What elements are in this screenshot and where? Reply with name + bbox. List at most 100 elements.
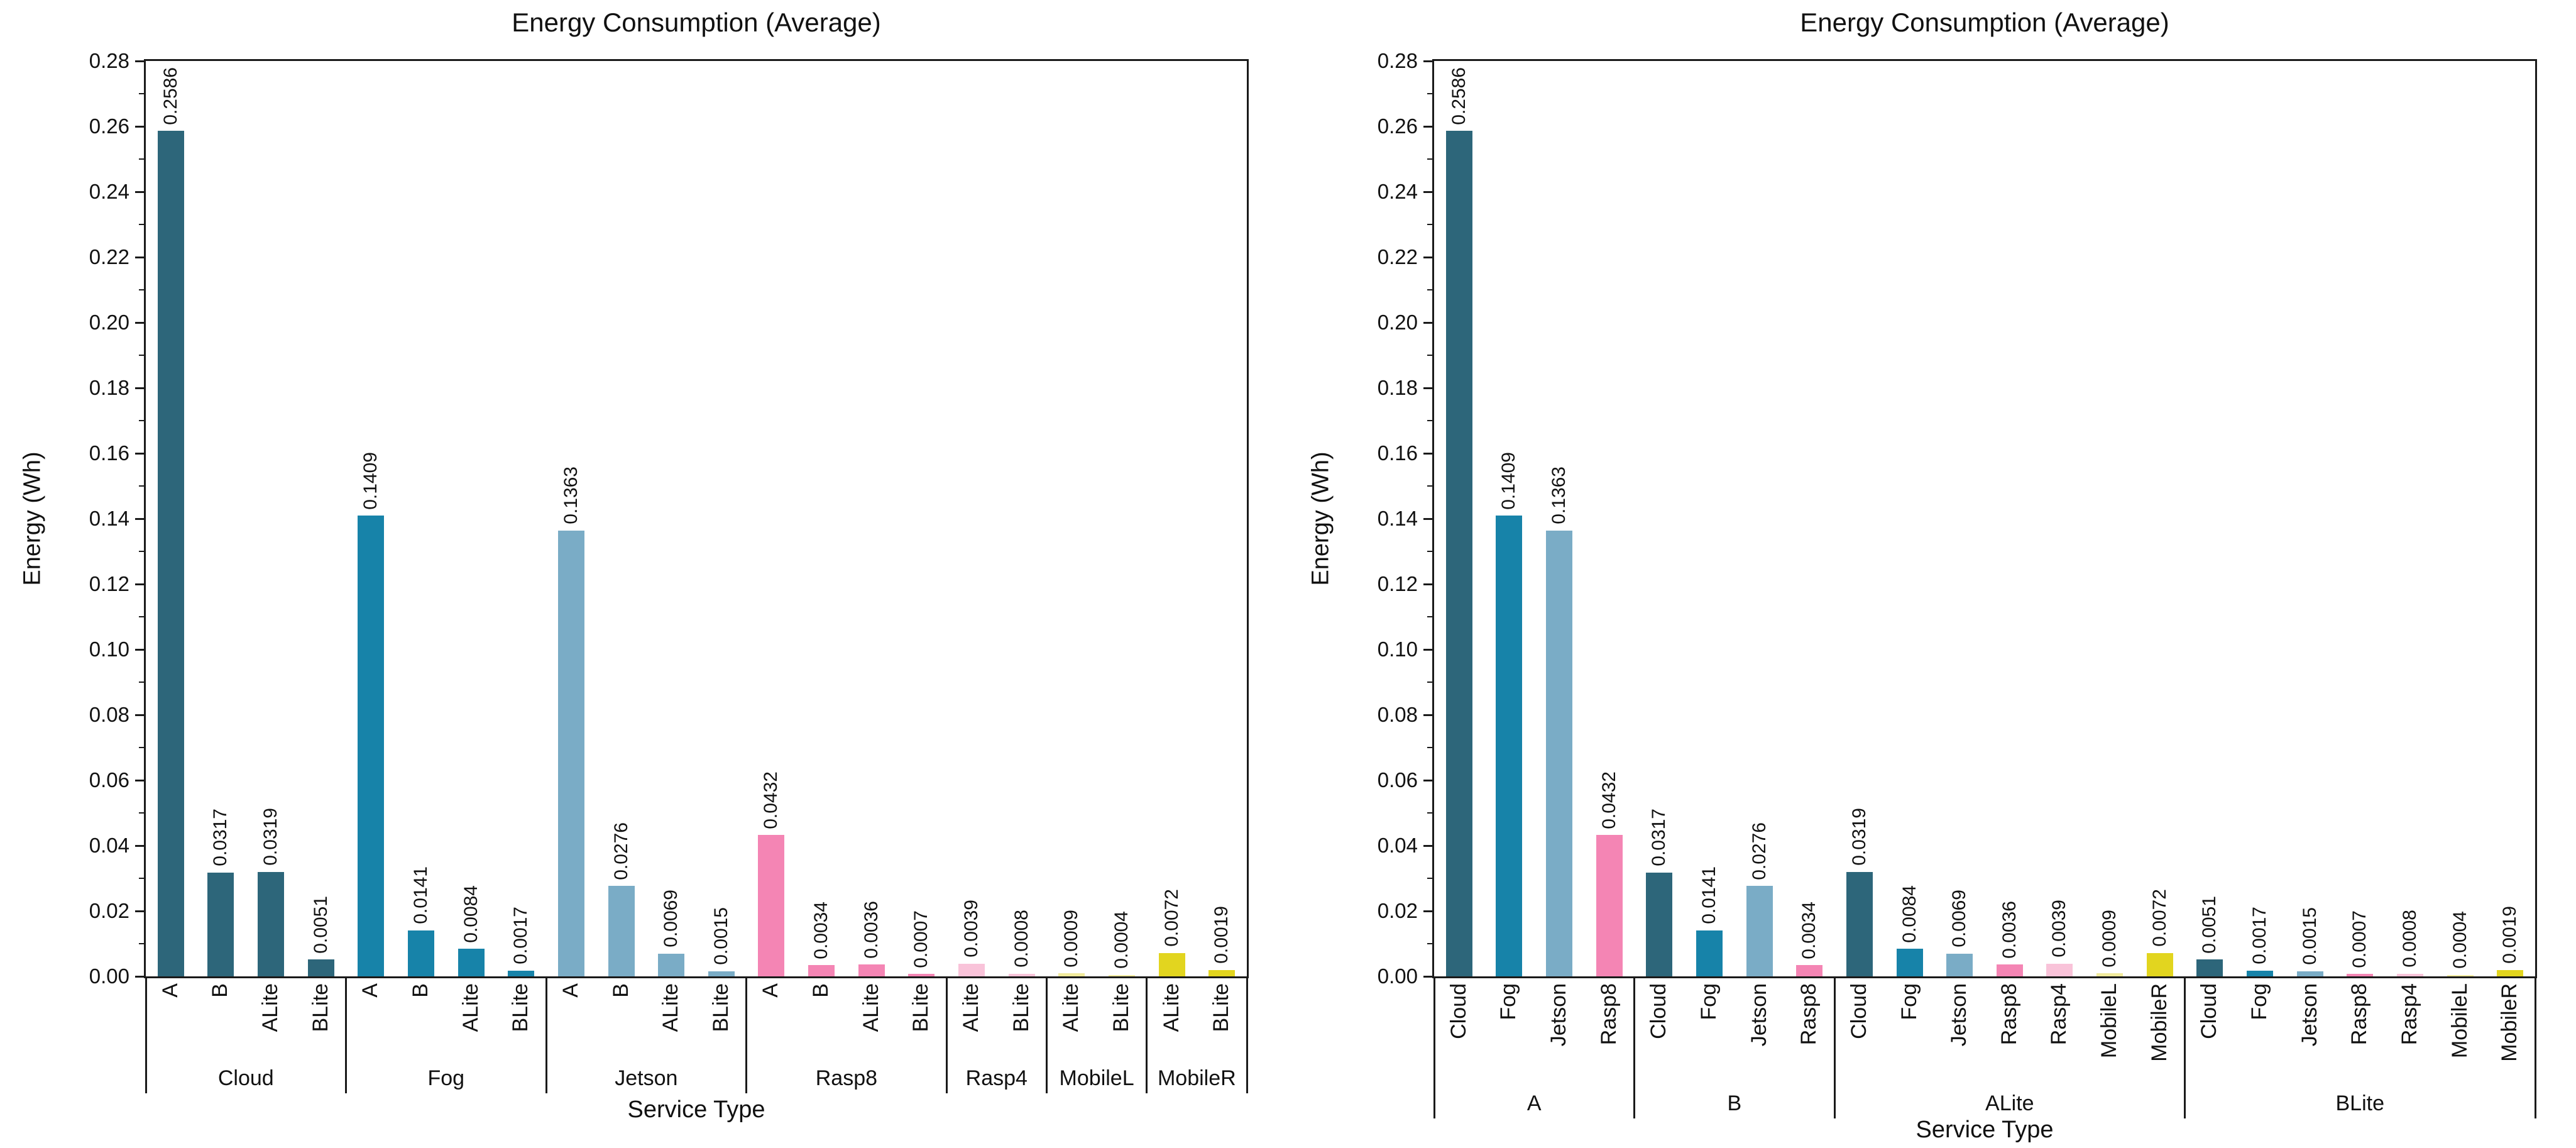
bar-value-label: 0.0319 [1848,808,1870,866]
x-tick-slot: BLite [897,978,947,1063]
x-tick-label: A [759,983,783,998]
x-tick-label: B [208,983,233,998]
x-tick-label: Rasp8 [1997,983,2021,1046]
x-label-group-MobileR: ALite BLite [1147,978,1247,1063]
x-tick-label: A [559,983,583,998]
bar-group-MobileR: 0.0072 0.0019 [1147,61,1247,976]
y-tick-mark [1423,60,1432,62]
x-tick-label: Fog [2247,983,2272,1020]
x-tick-slot: Rasp4 [2035,978,2085,1088]
bar-value-label: 0.0004 [1110,911,1132,969]
bar-value-label: 0.0069 [660,890,681,948]
x-label-group-BLite: Cloud Fog Jetson Rasp8 Rasp4 MobileL MobileR [2185,978,2535,1088]
bar-Jetson-ALite [658,954,685,976]
y-tick-mark [1423,125,1432,128]
bar-Rasp4-BLite [1008,973,1035,976]
x-tick-slot: MobileL [2085,978,2135,1088]
y-axis-label: Energy (Wh) [19,451,46,586]
x-tick-label: Rasp4 [2398,983,2422,1046]
bar-value-label: 0.1409 [1498,451,1520,510]
y-tick-mark [135,583,144,585]
bar-slot: 0.0017 [2235,61,2285,976]
y-minor-tick-mark [1427,485,1432,487]
x-tick-label: Rasp8 [1596,983,1621,1046]
y-tick-label: 0.16 [89,441,129,465]
x-tick-slot: B [596,978,647,1063]
bar-BLite-MobileL [2447,974,2474,976]
y-tick-mark [1423,583,1432,585]
y-minor-tick-mark [139,289,144,290]
x-tick-slot: Fog [1684,978,1735,1088]
x-tick-label: MobileR [2497,983,2522,1062]
bar-Jetson-B [608,886,635,976]
bar-slot: 0.0008 [997,61,1047,976]
x-tick-slot: Jetson [1735,978,1785,1088]
x-tick-label: Jetson [1746,983,1771,1047]
x-label-group-Jetson: A B ALite BLite [546,978,747,1063]
bar-slot: 0.0039 [2035,61,2085,976]
bar-slot: 0.0015 [696,61,747,976]
x-label-group-Fog: A B ALite BLite [346,978,547,1063]
x-tick-label: ALite [659,983,683,1032]
y-tick-mark [135,975,144,978]
x-tick-label: B [608,983,633,998]
y-minor-tick-mark [139,551,144,552]
y-minor-tick-mark [139,943,144,944]
x-tick-label: B [809,983,833,998]
y-tick-mark [135,844,144,847]
bar-slot: 0.0072 [1147,61,1197,976]
group-label-ALite: ALite [1985,1091,2034,1115]
bar-value-label: 0.0051 [2199,895,2220,954]
bar-Cloud-ALite [258,872,285,976]
bar-B-Fog [1696,930,1723,976]
bar-slot: 0.0432 [1584,61,1635,976]
x-tick-slot: Rasp8 [1784,978,1834,1088]
y-minor-tick-mark [139,878,144,879]
y-tick-mark [1423,452,1432,455]
y-tick-label: 0.24 [89,180,129,203]
x-tick-label: Jetson [1947,983,1971,1047]
bar-value-label: 0.0008 [2399,910,2420,968]
y-minor-tick-mark [139,158,144,160]
x-tick-label: BLite [508,983,533,1032]
x-tick-slot: ALite [446,978,496,1063]
bar-slot: 0.0036 [847,61,897,976]
x-label-group-B: Cloud Fog Jetson Rasp8 [1635,978,1835,1088]
x-tick-label: A [158,983,182,998]
y-minor-tick-mark [1427,812,1432,814]
y-minor-tick-mark [139,355,144,356]
bar-value-label: 0.1363 [1548,466,1569,525]
y-minor-tick-mark [139,224,144,225]
y-minor-tick-mark [1427,158,1432,160]
bar-MobileR-BLite [1209,970,1236,976]
bar-group-Rasp8: 0.0432 0.0034 0.0036 0.0007 [747,61,947,976]
x-tick-slot: Rasp4 [2385,978,2435,1088]
y-tick-label: 0.16 [1377,441,1418,465]
plot-area: 0.2586 0.0317 0.0319 0.0051 0.1409 0.0141 0.00… [144,59,1249,978]
x-tick-slot: Cloud [1434,978,1484,1088]
x-tick-slot: BLite [1097,978,1147,1063]
chart-title: Energy Consumption (Average) [1800,8,2169,37]
y-minor-tick-mark [1427,355,1432,356]
bar-value-label: 0.0319 [260,808,281,866]
x-tick-label: Cloud [1847,983,1872,1039]
y-tick-mark [135,60,144,62]
y-tick-label: 0.02 [89,899,129,922]
y-tick-label: 0.20 [89,311,129,334]
x-tick-label: Cloud [2197,983,2222,1039]
bar-slot: 0.0276 [596,61,647,976]
bar-value-label: 0.0317 [210,809,231,867]
x-label-group-Rasp8: A B ALite BLite [747,978,947,1063]
bar-Rasp4-ALite [958,963,985,976]
bar-BLite-Rasp8 [2347,974,2374,976]
y-tick-label: 0.14 [1377,507,1418,530]
group-label-BLite: BLite [2335,1091,2385,1115]
x-tick-slot: ALite [946,978,997,1063]
bar-slot: 0.0141 [1684,61,1735,976]
y-tick-mark [1423,256,1432,258]
group-separator [545,978,547,1093]
bar-Fog-B [408,930,434,976]
y-minor-tick-mark [1427,551,1432,552]
y-tick-mark [1423,975,1432,978]
x-tick-slot: MobileL [2435,978,2486,1088]
